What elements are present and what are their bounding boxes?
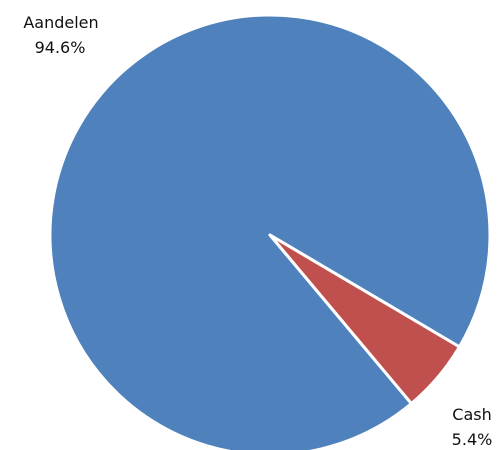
slice-label-cash-name: Cash [452, 405, 491, 424]
pie-slices [48, 13, 492, 450]
slice-label-cash-percent: 5.4% [452, 430, 493, 449]
slice-label-cash: Cash 5.4% [452, 405, 493, 449]
slice-label-aandelen: Aandelen 94.6% [23, 13, 98, 57]
pie-slice-cash [268, 233, 461, 406]
slice-label-aandelen-name: Aandelen [23, 13, 98, 32]
slice-label-aandelen-percent: 94.6% [35, 38, 86, 57]
